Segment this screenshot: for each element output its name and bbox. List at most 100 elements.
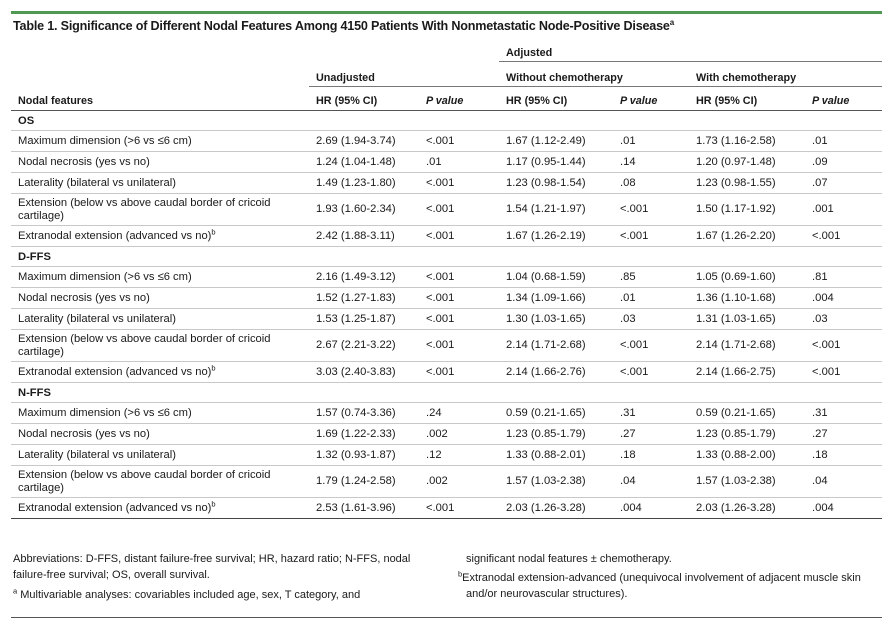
unadjusted-p-cell: <.001 bbox=[419, 329, 499, 362]
footnote-b-text: Extranodal extension-advanced (unequivoc… bbox=[462, 572, 861, 600]
unadjusted-hr-cell: 1.24 (1.04-1.48) bbox=[309, 151, 419, 173]
table-body: OS Maximum dimension (>6 vs ≤6 cm) 2.69 (1… bbox=[11, 111, 882, 519]
without-chemo-hr-cell: 1.54 (1.21-1.97) bbox=[499, 193, 613, 226]
with-chemo-p-cell: .81 bbox=[805, 266, 882, 288]
with-chemo-hr-cell: 2.14 (1.71-2.68) bbox=[689, 329, 805, 362]
table-row: Laterality (bilateral vs unilateral) 1.32… bbox=[11, 444, 882, 466]
with-chemo-hr-cell: 1.73 (1.16-2.58) bbox=[689, 130, 805, 152]
feature-cell: Nodal necrosis (yes vs no) bbox=[11, 151, 309, 173]
without-chemo-p-cell: .18 bbox=[613, 444, 689, 466]
table-row: Nodal necrosis (yes vs no) 1.52 (1.27-1.8… bbox=[11, 287, 882, 309]
table-row: Laterality (bilateral vs unilateral) 1.49… bbox=[11, 172, 882, 194]
unadjusted-hr-cell: 1.93 (1.60-2.34) bbox=[309, 193, 419, 226]
with-chemo-hr-cell: 1.23 (0.98-1.55) bbox=[689, 172, 805, 194]
without-chemo-p-cell: <.001 bbox=[613, 361, 689, 383]
with-chemo-p-cell: .004 bbox=[805, 287, 882, 309]
without-chemo-hr-cell: 1.17 (0.95-1.44) bbox=[499, 151, 613, 173]
adjusted-header: Adjusted bbox=[499, 39, 882, 62]
without-chemo-p-cell: .03 bbox=[613, 308, 689, 330]
feature-cell: Laterality (bilateral vs unilateral) bbox=[11, 172, 309, 194]
top-rule bbox=[11, 11, 882, 14]
unadjusted-p-cell: <.001 bbox=[419, 497, 499, 519]
feature-cell: Maximum dimension (>6 vs ≤6 cm) bbox=[11, 402, 309, 424]
hr-header: HR (95% CI) bbox=[499, 86, 613, 111]
without-chemo-p-cell: .85 bbox=[613, 266, 689, 288]
feature-text: Laterality (bilateral vs unilateral) bbox=[18, 176, 176, 189]
section-label: N-FFS bbox=[11, 382, 882, 403]
without-chemo-p-cell: <.001 bbox=[613, 193, 689, 226]
unadjusted-p-cell: .002 bbox=[419, 465, 499, 498]
unadjusted-p-cell: <.001 bbox=[419, 193, 499, 226]
footnote-marker: b bbox=[211, 499, 216, 509]
unadjusted-hr-cell: 1.53 (1.25-1.87) bbox=[309, 308, 419, 330]
without-chemo-hr-cell: 2.14 (1.71-2.68) bbox=[499, 329, 613, 362]
feature-cell: Laterality (bilateral vs unilateral) bbox=[11, 308, 309, 330]
title-footnote-marker: a bbox=[669, 17, 674, 27]
without-chemo-hr-cell: 1.23 (0.98-1.54) bbox=[499, 172, 613, 194]
feature-text: Extranodal extension (advanced vs no) bbox=[18, 501, 212, 514]
table-row: Nodal necrosis (yes vs no) 1.24 (1.04-1.4… bbox=[11, 151, 882, 173]
feature-text: Extension (below vs above caudal border … bbox=[18, 333, 271, 358]
feature-text: Nodal necrosis (yes vs no) bbox=[18, 427, 150, 440]
unadjusted-p-cell: .01 bbox=[419, 151, 499, 173]
without-chemo-hr-cell: 0.59 (0.21-1.65) bbox=[499, 402, 613, 424]
section-row: OS bbox=[11, 111, 882, 131]
unadjusted-hr-cell: 1.32 (0.93-1.87) bbox=[309, 444, 419, 466]
feature-text: Laterality (bilateral vs unilateral) bbox=[18, 312, 176, 325]
feature-cell: Extranodal extension (advanced vs no)b bbox=[11, 361, 309, 383]
table-row: Maximum dimension (>6 vs ≤6 cm) 2.16 (1.4… bbox=[11, 266, 882, 288]
feature-text: Extension (below vs above caudal border … bbox=[18, 469, 271, 494]
with-chemo-hr-cell: 2.03 (1.26-3.28) bbox=[689, 497, 805, 519]
feature-cell: Extranodal extension (advanced vs no)b bbox=[11, 225, 309, 247]
unadjusted-p-cell: <.001 bbox=[419, 266, 499, 288]
bottom-rule bbox=[11, 617, 882, 618]
unadjusted-hr-cell: 2.69 (1.94-3.74) bbox=[309, 130, 419, 152]
unadjusted-hr-cell: 2.42 (1.88-3.11) bbox=[309, 225, 419, 247]
unadjusted-p-cell: <.001 bbox=[419, 361, 499, 383]
with-chemo-p-cell: .18 bbox=[805, 444, 882, 466]
without-chemo-p-cell: .27 bbox=[613, 423, 689, 445]
table-row: Maximum dimension (>6 vs ≤6 cm) 2.69 (1.9… bbox=[11, 130, 882, 152]
feature-cell: Extranodal extension (advanced vs no)b bbox=[11, 497, 309, 519]
table-row: Extension (below vs above caudal border … bbox=[11, 193, 882, 226]
with-chemo-p-cell: .07 bbox=[805, 172, 882, 194]
unadjusted-p-cell: <.001 bbox=[419, 287, 499, 309]
feature-text: Extranodal extension (advanced vs no) bbox=[18, 365, 212, 378]
feature-cell: Nodal necrosis (yes vs no) bbox=[11, 423, 309, 445]
unadjusted-p-cell: <.001 bbox=[419, 172, 499, 194]
unadjusted-hr-cell: 2.53 (1.61-3.96) bbox=[309, 497, 419, 519]
with-chemo-hr-cell: 2.14 (1.66-2.75) bbox=[689, 361, 805, 383]
p-value-header: P value bbox=[419, 86, 499, 111]
feature-text: Extranodal extension (advanced vs no) bbox=[18, 229, 212, 242]
with-chemo-p-cell: .004 bbox=[805, 497, 882, 519]
section-row: N-FFS bbox=[11, 382, 882, 403]
feature-text: Nodal necrosis (yes vs no) bbox=[18, 291, 150, 304]
nodal-features-header: Nodal features bbox=[11, 86, 309, 111]
feature-cell: Extension (below vs above caudal border … bbox=[11, 329, 309, 362]
without-chemo-p-cell: <.001 bbox=[613, 329, 689, 362]
with-chemo-p-cell: .03 bbox=[805, 308, 882, 330]
unadjusted-p-cell: .24 bbox=[419, 402, 499, 424]
without-chemo-p-cell: .004 bbox=[613, 497, 689, 519]
with-chemo-hr-cell: 1.23 (0.85-1.79) bbox=[689, 423, 805, 445]
footnote-b-marker: b bbox=[458, 569, 463, 579]
with-chemo-hr-cell: 1.33 (0.88-2.00) bbox=[689, 444, 805, 466]
with-chemo-p-cell: <.001 bbox=[805, 225, 882, 247]
abbreviations-footnote: Abbreviations: D-FFS, distant failure-fr… bbox=[13, 553, 411, 581]
feature-text: Maximum dimension (>6 vs ≤6 cm) bbox=[18, 406, 192, 419]
without-chemo-hr-cell: 1.67 (1.12-2.49) bbox=[499, 130, 613, 152]
without-chemo-p-cell: .04 bbox=[613, 465, 689, 498]
with-chemo-hr-cell: 1.31 (1.03-1.65) bbox=[689, 308, 805, 330]
feature-cell: Extension (below vs above caudal border … bbox=[11, 193, 309, 226]
without-chemo-p-cell: .01 bbox=[613, 287, 689, 309]
with-chemo-p-cell: .09 bbox=[805, 151, 882, 173]
section-row: D-FFS bbox=[11, 246, 882, 267]
section-label: D-FFS bbox=[11, 246, 882, 267]
feature-cell: Laterality (bilateral vs unilateral) bbox=[11, 444, 309, 466]
with-chemo-hr-cell: 0.59 (0.21-1.65) bbox=[689, 402, 805, 424]
unadjusted-hr-cell: 3.03 (2.40-3.83) bbox=[309, 361, 419, 383]
footnote-a: a Multivariable analyses: covariables in… bbox=[13, 587, 433, 603]
feature-text: Maximum dimension (>6 vs ≤6 cm) bbox=[18, 270, 192, 283]
without-chemo-hr-cell: 2.14 (1.66-2.76) bbox=[499, 361, 613, 383]
hr-header: HR (95% CI) bbox=[309, 86, 419, 111]
